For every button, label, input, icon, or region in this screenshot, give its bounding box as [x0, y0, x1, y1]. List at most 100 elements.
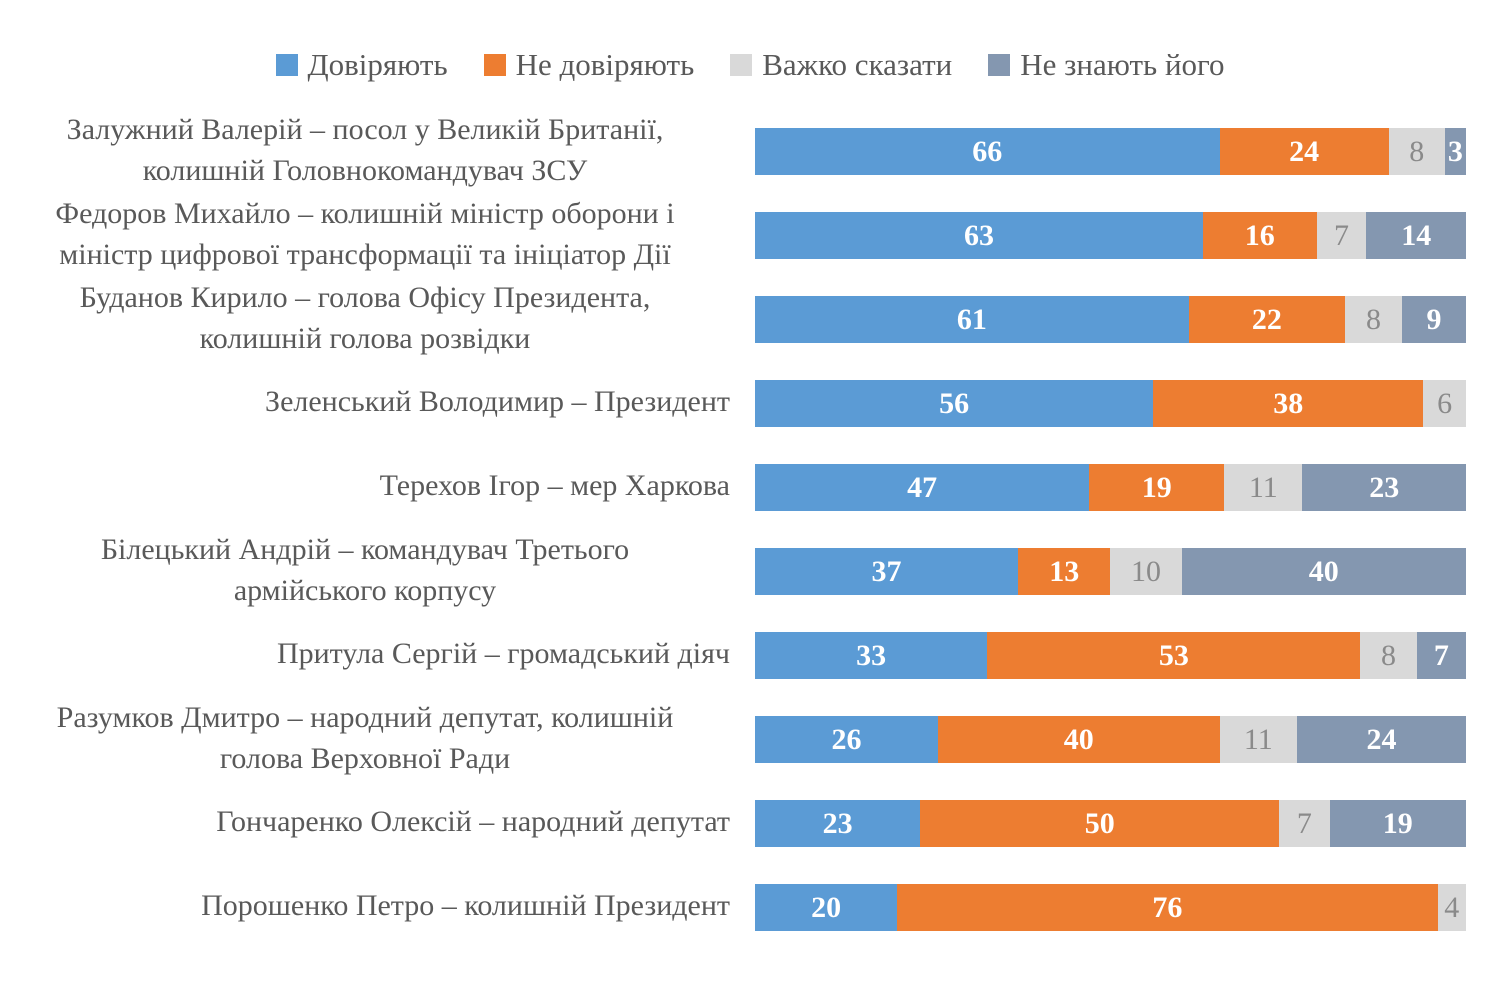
data-label: 3	[1447, 134, 1463, 168]
bar-segment: 8	[1360, 632, 1417, 679]
category-label: Притула Сергій – громадський діяч	[0, 612, 730, 696]
category-label-line: Разумков Дмитро – народний депутат, коли…	[56, 700, 674, 734]
data-label: 63	[963, 218, 994, 252]
data-label: 8	[1366, 302, 1382, 336]
bar-segment: 56	[755, 380, 1154, 427]
data-label: 8	[1381, 638, 1397, 672]
bar-segment: 11	[1219, 716, 1298, 763]
bar-segment: 11	[1224, 464, 1303, 511]
legend-item: Довіряють	[275, 47, 448, 83]
category-label-line: армійського корпусу	[233, 573, 497, 607]
bar-segment: 50	[920, 800, 1280, 847]
data-label: 53	[1158, 638, 1189, 672]
data-label: 22	[1251, 302, 1282, 336]
category-label-line: Терехов Ігор – мер Харкова	[379, 469, 730, 502]
legend-label: Важко сказати	[762, 47, 953, 82]
bar-segment: 37	[755, 548, 1019, 595]
data-label: 26	[831, 722, 862, 756]
category-label: Зеленський Володимир – Президент	[0, 360, 730, 444]
bar-segment: 7	[1416, 632, 1466, 679]
legend-item: Не знають його	[988, 47, 1224, 83]
bar-segment: 22	[1188, 296, 1346, 343]
data-label: 24	[1366, 722, 1397, 756]
category-label: Залужний Валерій – посол у Великій Брита…	[0, 108, 730, 192]
data-label: 4	[1444, 890, 1460, 924]
legend-label: Не довіряють	[515, 47, 695, 82]
bar-segment: 7	[1279, 800, 1330, 847]
category-label: Разумков Дмитро – народний депутат, коли…	[0, 696, 730, 780]
bar-segment: 9	[1401, 296, 1466, 343]
data-label: 37	[871, 554, 902, 588]
data-label: 11	[1243, 722, 1273, 756]
data-label: 50	[1084, 806, 1115, 840]
bar-segment: 26	[755, 716, 939, 763]
data-label: 11	[1248, 470, 1278, 504]
legend-item: Не довіряють	[483, 47, 695, 83]
bar-segment: 47	[755, 464, 1090, 511]
data-label: 76	[1152, 890, 1183, 924]
data-label: 6	[1437, 386, 1453, 420]
bar-segment: 8	[1345, 296, 1402, 343]
bar-segment: 38	[1153, 380, 1424, 427]
data-label: 23	[822, 806, 853, 840]
bar-segment: 8	[1388, 128, 1445, 175]
stacked-bar: 61 22 8 9	[755, 296, 1466, 343]
bar-segment: 23	[755, 800, 921, 847]
legend-label: Довіряють	[307, 47, 448, 82]
bar-segment: 16	[1202, 212, 1317, 259]
bar-segment: 24	[1297, 716, 1466, 763]
bar-segment: 10	[1110, 548, 1182, 595]
bar-segment: 23	[1302, 464, 1466, 511]
data-label: 19	[1382, 806, 1413, 840]
category-label: Білецький Андрій – командувач Третього ар…	[0, 528, 730, 612]
bar-segment: 7	[1316, 212, 1367, 259]
category-label-line: голова Верховної Ради	[219, 741, 511, 775]
bar-segment: 3	[1444, 128, 1466, 175]
legend-swatch	[730, 54, 753, 76]
category-label-line: Білецький Андрій – командувач Третього	[100, 532, 630, 566]
data-label: 10	[1131, 554, 1162, 588]
data-label: 14	[1401, 218, 1432, 252]
legend-item: Важко сказати	[730, 47, 952, 83]
bar-segment: 76	[897, 884, 1438, 931]
data-label: 19	[1141, 470, 1172, 504]
bar-segment: 4	[1437, 884, 1466, 931]
bar-segment: 63	[755, 212, 1203, 259]
category-label-line: Порошенко Петро – колишній Президент	[201, 889, 730, 922]
bar-segment: 6	[1423, 380, 1466, 427]
legend-swatch	[988, 54, 1011, 76]
bar-segment: 40	[1181, 548, 1466, 595]
bar-segment: 61	[755, 296, 1189, 343]
legend-swatch	[275, 54, 298, 76]
stacked-bar: 20 76 4	[755, 884, 1466, 931]
bar-segment: 19	[1089, 464, 1225, 511]
data-label: 40	[1308, 554, 1339, 588]
data-label: 38	[1273, 386, 1304, 420]
data-label: 13	[1049, 554, 1080, 588]
stacked-bar: 37 13 10 40	[755, 548, 1466, 595]
category-label-line: Залужний Валерій – посол у Великій Брита…	[66, 112, 664, 146]
category-label-line: колишній голова розвідки	[199, 321, 531, 355]
bar-segment: 19	[1329, 800, 1466, 847]
stacked-bar: 23 50 7 19	[755, 800, 1466, 847]
bar-segment: 14	[1366, 212, 1466, 259]
stacked-bar: 47 19 11 23	[755, 464, 1466, 511]
data-label: 7	[1433, 638, 1449, 672]
data-label: 8	[1409, 134, 1425, 168]
data-label: 20	[811, 890, 842, 924]
bar-segment: 33	[755, 632, 988, 679]
data-label: 7	[1296, 806, 1312, 840]
data-label: 33	[856, 638, 887, 672]
data-label: 40	[1063, 722, 1094, 756]
category-label: Федоров Михайло – колишній міністр оборо…	[0, 192, 730, 276]
category-label-line: Зеленський Володимир – Президент	[265, 385, 730, 418]
category-label-line: Гончаренко Олексій – народний депутат	[216, 805, 730, 838]
stacked-bar: 66 24 8 3	[755, 128, 1466, 175]
category-label-line: Притула Сергій – громадський діяч	[276, 637, 730, 670]
stacked-bar: 33 53 8 7	[755, 632, 1466, 679]
data-label: 56	[939, 386, 970, 420]
category-label: Гончаренко Олексій – народний депутат	[0, 780, 730, 864]
category-label-line: Буданов Кирило – голова Офісу Президента…	[79, 280, 651, 314]
category-label: Порошенко Петро – колишній Президент	[0, 864, 730, 948]
